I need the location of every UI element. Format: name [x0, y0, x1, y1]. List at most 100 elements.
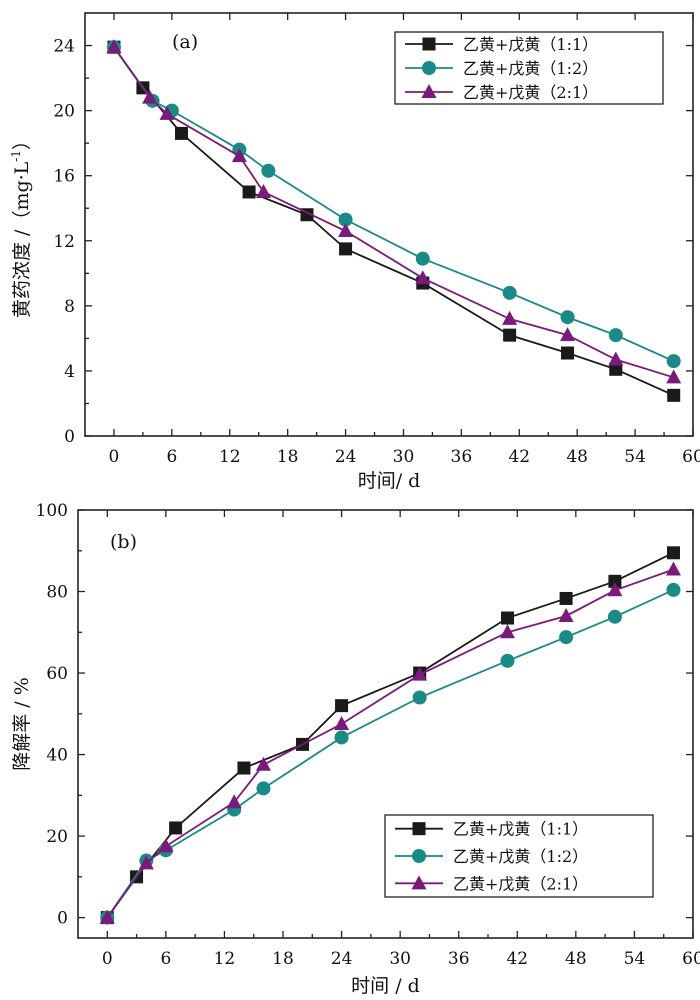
x-tick-label: 36 — [451, 447, 473, 467]
data-point-series-1 — [666, 546, 680, 560]
data-point-series-3 — [159, 105, 175, 120]
data-point-series-3 — [558, 607, 574, 622]
data-point-series-3 — [99, 909, 115, 924]
y-tick-label: 100 — [36, 501, 68, 521]
y-axis-title: 黄药浓度 /（mg·L-1） — [9, 131, 33, 318]
legend-marker — [422, 37, 436, 51]
data-point-series-3 — [502, 310, 518, 325]
legend-marker — [412, 822, 426, 836]
data-point-series-3 — [666, 369, 682, 384]
data-point-series-2 — [415, 251, 430, 266]
legend-label: 乙黄+戊黄（1:2） — [463, 59, 598, 78]
x-tick-label: 42 — [508, 447, 530, 467]
legend-label: 乙黄+戊黄（1:1） — [463, 35, 598, 54]
y-tick-label: 4 — [64, 362, 75, 382]
data-point-series-3 — [158, 838, 174, 853]
x-tick-label: 12 — [219, 447, 241, 467]
y-axis-title-main: 黄药浓度 /（mg·L — [11, 161, 33, 318]
x-tick-label: 6 — [160, 949, 171, 969]
data-point-series-1 — [503, 328, 517, 342]
data-point-series-2 — [560, 310, 575, 325]
data-point-series-3 — [231, 148, 247, 163]
data-point-series-3 — [138, 855, 154, 870]
x-tick-label: 18 — [272, 949, 294, 969]
x-tick-label: 54 — [624, 949, 646, 969]
data-point-series-3 — [415, 270, 431, 285]
x-tick-label: 30 — [393, 447, 415, 467]
data-point-series-1 — [559, 591, 573, 605]
y-tick-label: 0 — [64, 427, 75, 447]
y-tick-label: 12 — [53, 232, 75, 252]
x-axis-title: 时间 / d — [351, 975, 420, 997]
y-tick-label: 16 — [53, 167, 75, 187]
data-point-series-2 — [502, 285, 517, 300]
legend-marker — [422, 61, 436, 75]
x-tick-label: 18 — [277, 447, 299, 467]
data-point-series-1 — [339, 242, 353, 256]
data-point-series-1 — [561, 346, 575, 360]
data-point-series-3 — [255, 756, 271, 771]
data-point-series-2 — [261, 163, 276, 178]
x-tick-label: 60 — [682, 447, 700, 467]
y-tick-label: 40 — [46, 746, 68, 766]
x-tick-label: 24 — [335, 447, 357, 467]
y-axis-title-close: ） — [11, 131, 33, 150]
data-point-series-3 — [256, 183, 272, 198]
data-point-series-3 — [665, 561, 681, 576]
panel-label: (b) — [110, 531, 137, 553]
y-tick-label: 24 — [53, 37, 75, 57]
data-point-series-1 — [175, 126, 189, 140]
data-point-series-3 — [500, 624, 516, 639]
y-axis-title: 降解率 / % — [11, 677, 33, 771]
legend-label: 乙黄+戊黄（1:2） — [453, 847, 588, 866]
data-point-series-1 — [608, 574, 622, 588]
panel-label: (a) — [172, 31, 198, 53]
x-tick-label: 42 — [506, 949, 528, 969]
legend-marker — [412, 849, 426, 863]
data-point-series-1 — [335, 699, 349, 713]
panel-b-chart: 0 6 12 18 24 30 36 42 48 54 60 0 20 40 60 80 100 乙黄+戊黄（1:… — [11, 501, 700, 997]
x-axis-title: 时间/ d — [358, 470, 421, 492]
data-point-series-1 — [667, 388, 681, 402]
data-point-series-2 — [334, 730, 349, 745]
x-tick-label: 24 — [331, 949, 353, 969]
y-axis-title-superscript: -1 — [9, 150, 23, 162]
data-point-series-3 — [142, 89, 158, 104]
data-point-series-2 — [666, 582, 681, 597]
y-tick-label: 20 — [53, 102, 75, 122]
x-tick-label: 60 — [682, 949, 700, 969]
x-tick-label: 48 — [566, 447, 588, 467]
data-point-series-3 — [412, 666, 428, 681]
data-point-series-1 — [501, 611, 515, 625]
y-tick-label: 8 — [64, 297, 75, 317]
y-tick-label: 0 — [57, 909, 68, 929]
data-point-series-2 — [338, 212, 353, 227]
data-point-series-1 — [169, 821, 183, 835]
data-point-series-2 — [412, 690, 427, 705]
legend-label: 乙黄+戊黄（2:1） — [463, 83, 598, 102]
data-point-series-1 — [609, 362, 623, 376]
x-tick-label: 48 — [565, 949, 587, 969]
x-tick-label: 6 — [166, 447, 177, 467]
data-point-series-2 — [559, 630, 574, 645]
data-point-series-1 — [242, 185, 256, 199]
y-tick-label: 60 — [46, 664, 68, 684]
data-point-series-2 — [608, 328, 623, 343]
data-point-series-2 — [256, 781, 271, 796]
x-tick-label: 12 — [214, 949, 236, 969]
data-point-series-2 — [666, 354, 681, 369]
y-axis-title-main: 降解率 / % — [11, 677, 33, 771]
data-point-series-2 — [607, 609, 622, 624]
data-point-series-3 — [334, 716, 350, 730]
x-tick-label: 30 — [389, 949, 411, 969]
legend-label: 乙黄+戊黄（1:1） — [453, 820, 588, 839]
data-point-series-2 — [500, 653, 515, 668]
y-tick-label: 20 — [46, 827, 68, 847]
x-tick-label: 0 — [109, 447, 120, 467]
data-point-series-3 — [607, 582, 623, 597]
data-point-series-3 — [226, 794, 242, 809]
x-tick-label: 54 — [624, 447, 646, 467]
data-point-series-1 — [237, 761, 251, 775]
x-tick-label: 0 — [102, 949, 113, 969]
data-point-series-3 — [560, 327, 576, 342]
